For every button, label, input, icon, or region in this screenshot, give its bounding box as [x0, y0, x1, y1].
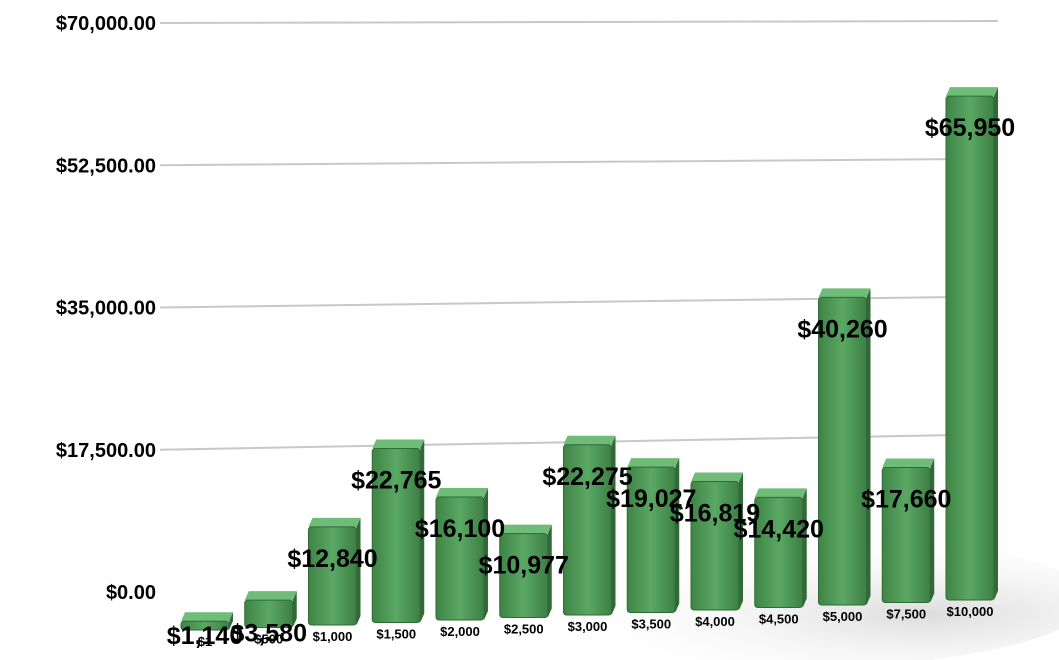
x-tick-label: $10,000 — [947, 604, 994, 619]
bar-side — [866, 288, 871, 605]
bar-top — [244, 591, 297, 601]
bar-top — [308, 517, 361, 527]
data-label: $1,140 — [167, 622, 243, 650]
y-tick-label: $52,500.00 — [56, 155, 156, 177]
bar-top — [882, 458, 935, 468]
bar-front — [881, 467, 931, 603]
bar-front — [818, 296, 867, 606]
bar-front — [308, 526, 357, 626]
bar — [499, 524, 552, 618]
bar-side — [802, 488, 807, 608]
bar-top — [754, 488, 807, 498]
x-tick-label: $1 — [198, 634, 212, 649]
x-tick-label: $2,500 — [504, 622, 544, 637]
data-label: $40,260 — [797, 315, 887, 343]
y-tick-label: $35,000.00 — [56, 298, 156, 320]
x-tick-label: $1,000 — [313, 629, 353, 644]
y-tick-label: $0.00 — [106, 582, 156, 604]
x-tick-label: $1,500 — [376, 627, 416, 642]
data-labels: $1,140$3,580 $12,840 $22,765 $16,100 $10,977… — [167, 114, 1015, 650]
y-tick-label: $17,500.00 — [56, 440, 156, 462]
bar-top — [563, 435, 616, 445]
bar-side — [420, 439, 425, 623]
bar — [308, 517, 361, 626]
data-label: $16,819 — [670, 499, 760, 527]
bar-front — [754, 496, 804, 609]
bar-side — [484, 487, 488, 620]
data-label: $16,100 — [415, 515, 505, 543]
bar-top — [499, 524, 552, 534]
x-tick-label: $7,500 — [886, 607, 926, 622]
bar — [435, 487, 488, 621]
gridline — [159, 157, 999, 167]
bar-side — [739, 472, 743, 610]
bar-side — [930, 458, 935, 603]
bar — [371, 439, 425, 623]
data-label: $17,660 — [861, 486, 951, 514]
gridlines — [159, 20, 999, 451]
x-tick-label: $3,000 — [568, 619, 608, 634]
bar-side — [675, 458, 680, 613]
bar-front — [244, 599, 294, 629]
gridline — [159, 295, 999, 309]
bar-top — [627, 458, 680, 468]
data-label: $22,765 — [351, 467, 441, 495]
bar-side — [229, 612, 233, 630]
data-label: $65,950 — [925, 114, 1015, 142]
data-label: $14,420 — [734, 515, 824, 543]
bars — [180, 87, 998, 631]
data-label: $19,027 — [606, 485, 696, 513]
bar — [180, 612, 233, 631]
bar-side — [547, 524, 552, 618]
bar-top — [181, 612, 233, 622]
data-label: $12,840 — [287, 545, 377, 573]
bar-side — [994, 87, 998, 601]
data-label: $3,580 — [231, 620, 307, 648]
bar-front — [563, 444, 612, 616]
bar-side — [356, 517, 361, 625]
x-tick-label: $500 — [254, 632, 283, 647]
data-label: $22,275 — [542, 463, 632, 491]
x-tick-label: $4,000 — [695, 614, 735, 629]
bar-front — [371, 448, 421, 623]
bar — [754, 488, 807, 609]
bar-front — [180, 620, 230, 631]
bar-top — [946, 87, 998, 97]
bar-side — [292, 591, 297, 628]
x-tick-label: $3,500 — [631, 617, 671, 632]
bar-top — [436, 487, 488, 497]
bar — [626, 458, 680, 613]
bar-front — [626, 466, 676, 613]
bar-front — [435, 496, 485, 621]
y-axis-tick-labels: $0.00 $17,500.00 $35,000.00 $52,500.00 $70,0… — [56, 13, 156, 604]
bar — [881, 458, 935, 603]
x-tick-label: $2,000 — [440, 624, 480, 639]
x-tick-label: $4,500 — [759, 612, 799, 627]
bar-front — [945, 95, 995, 601]
data-label: $10,977 — [479, 552, 569, 580]
bar — [690, 472, 743, 611]
y-tick-label: $70,000.00 — [56, 13, 156, 35]
bar-front — [690, 480, 740, 611]
bar — [244, 591, 297, 629]
bar-top — [818, 288, 871, 298]
bar-top — [372, 439, 425, 449]
bar — [945, 87, 998, 601]
x-tick-label: $5,000 — [823, 609, 863, 624]
bar-side — [611, 435, 616, 615]
gridline — [159, 20, 999, 24]
bar-front — [499, 533, 549, 618]
bar — [563, 435, 616, 616]
bar — [818, 288, 871, 606]
x-axis-tick-labels: $1 $500 $1,000 $1,500 $2,000 $2,500 $3,000 $3,5… — [198, 604, 994, 649]
bar-top — [691, 472, 743, 482]
